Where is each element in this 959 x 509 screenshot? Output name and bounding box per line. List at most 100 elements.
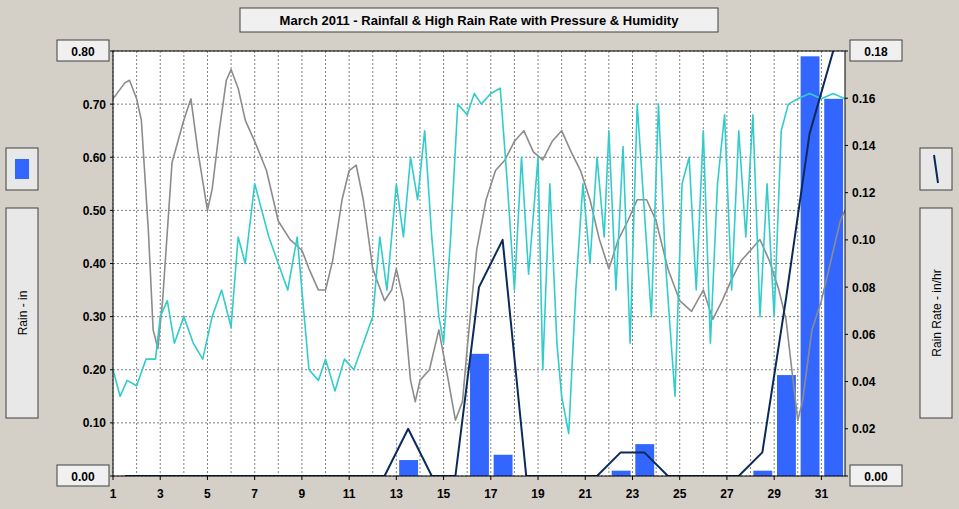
x-tick-label: 1 [110,487,117,501]
rain-bar [399,460,418,476]
x-grid-line [396,51,397,476]
rain-rate-line [125,51,833,476]
x-tick [821,476,822,480]
left-tick-label: 0.30 [83,310,107,324]
x-tick [443,476,444,480]
x-tick [632,476,633,480]
left-tick [110,369,113,370]
left-tick [110,263,113,264]
left-tick-label: 0.10 [83,416,107,430]
x-grid-line [160,51,161,476]
right-tick-label: 0.08 [852,281,876,295]
x-tick [207,476,208,480]
left-tick [110,422,113,423]
x-minor-grid-line [419,51,420,476]
x-tick [538,476,539,480]
right-tick-label: 0.04 [852,375,876,389]
x-tick-label: 7 [251,487,258,501]
left-tick [110,316,113,317]
x-tick-label: 13 [390,487,404,501]
right-tick-label: 0.00 [864,470,888,484]
legend-box [6,148,38,190]
right-tick [845,145,848,146]
legend-line-icon [934,155,938,183]
x-tick [726,476,727,480]
chart: March 2011 - Rainfall & High Rain Rate w… [0,0,959,509]
right-tick-label: 0.12 [852,186,876,200]
plot-frame [113,51,845,476]
y-grid-line [113,263,845,264]
left-tick-label: 0.40 [83,257,107,271]
x-tick-label: 15 [437,487,451,501]
grid [113,51,845,476]
right-tick [845,476,848,477]
x-tick [585,476,586,480]
left-tick-label: 0.20 [83,363,107,377]
end-tick-box [57,465,109,486]
right-tick [845,192,848,193]
x-tick-label: 25 [673,487,687,501]
title: March 2011 - Rainfall & High Rain Rate w… [280,13,680,28]
x-tick [679,476,680,480]
trace-line [113,88,845,433]
rain-bar [494,455,513,476]
x-grid-line [207,51,208,476]
x-tick [774,476,775,480]
y-grid-line [113,316,845,317]
x-tick [254,476,255,480]
x-tick [301,476,302,480]
right-tick [845,334,848,335]
right-tick-label: 0.18 [864,45,888,59]
x-tick-label: 29 [767,487,781,501]
axis-label-box [6,208,38,418]
rain-bar [777,375,796,476]
left-tick [110,476,113,477]
axis-label-box [920,208,952,418]
legend-bar-icon [15,159,29,179]
left-tick [110,157,113,158]
end-tick-box [850,40,902,61]
right-tick [845,428,848,429]
right-tick-label: 0.14 [852,139,876,153]
end-tick-box [850,465,902,486]
x-tick [349,476,350,480]
right-tick [845,98,848,99]
left-tick-label: 0.60 [83,151,107,165]
x-tick-label: 11 [343,487,356,501]
left-tick [110,104,113,105]
x-tick-label: 9 [299,487,306,501]
left-tick-label: 0.00 [71,470,95,484]
x-tick-label: 19 [531,487,545,501]
x-tick [160,476,161,480]
x-tick [490,476,491,480]
x-minor-grid-line [136,51,137,476]
x-tick-label: 31 [815,487,829,501]
right-tick-label: 0.10 [852,233,876,247]
rain-bar [753,471,772,476]
x-tick-label: 3 [157,487,164,501]
x-grid-line [443,51,444,476]
x-tick-label: 21 [579,487,593,501]
rain-bar [801,56,820,476]
y-grid-line [113,157,845,158]
x-tick [113,476,114,480]
rain-bar [612,471,631,476]
left-tick [110,51,113,52]
background [0,0,959,509]
x-tick-label: 17 [484,487,498,501]
left-tick-label: 0.70 [83,98,107,112]
right-tick-label: 0.06 [852,328,876,342]
trace-line [113,70,845,421]
right-tick [845,287,848,288]
plot-area [113,51,845,476]
right-tick-label: 0.02 [852,422,876,436]
rain-bar [824,99,843,476]
left-tick-label: 0.80 [71,45,95,59]
x-tick-label: 23 [626,487,640,501]
y-axis-label: Rain - in [16,291,30,336]
end-tick-box [57,40,109,61]
x-minor-grid-line [183,51,184,476]
title-box [240,8,718,32]
rain-bar [470,354,489,476]
right-tick [845,381,848,382]
